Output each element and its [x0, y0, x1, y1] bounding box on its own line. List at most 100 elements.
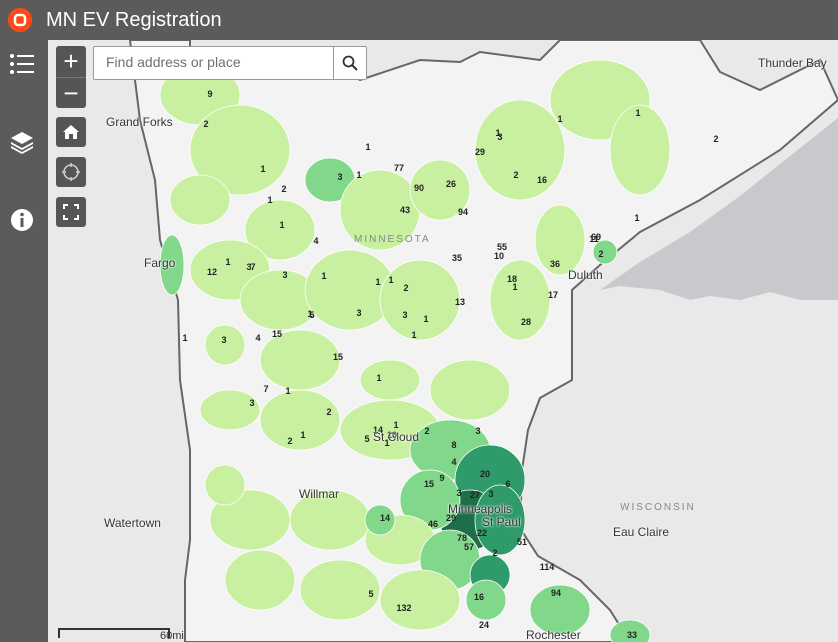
home-icon	[63, 125, 79, 139]
minnesota-outline	[128, 40, 838, 642]
locate-button[interactable]	[56, 157, 86, 187]
fullscreen-icon	[63, 204, 79, 220]
county-count-label: 3	[246, 262, 251, 272]
county-count-label: 10	[387, 430, 397, 440]
county-count-label: 3	[356, 308, 361, 318]
county-count-label: 1	[225, 257, 230, 267]
county-count-label: 1	[512, 282, 517, 292]
county-count-label: 1	[635, 108, 640, 118]
zoom-in-button[interactable]: +	[63, 46, 79, 76]
county-count-label: 114	[540, 562, 555, 572]
county-count-label: 11	[589, 234, 599, 244]
county-count-label: 69	[591, 232, 601, 242]
county-count-label: 2	[424, 426, 429, 436]
county-count-label: 3	[456, 488, 461, 498]
county-count-label: 132	[396, 603, 411, 613]
county-region	[299, 559, 381, 621]
home-button[interactable]	[56, 117, 86, 147]
county-count-label: 13	[455, 297, 465, 307]
county-count-label: 7	[263, 384, 268, 394]
county-count-label: 3	[249, 398, 254, 408]
county-region	[159, 234, 185, 296]
county-count-label: 4	[313, 236, 318, 246]
county-count-label: 2	[513, 170, 518, 180]
county-count-label: 1	[182, 333, 187, 343]
scale-bar	[58, 628, 170, 638]
county-region	[204, 324, 246, 366]
county-count-label: 3	[337, 172, 342, 182]
place-label: Minneapolis	[448, 502, 513, 516]
scale-label: 60mi	[160, 630, 184, 642]
county-count-label: 3	[282, 270, 287, 280]
county-count-label: 1	[388, 275, 393, 285]
place-label: Rochester	[526, 628, 581, 642]
county-count-label: 18	[507, 274, 517, 284]
county-region	[474, 484, 526, 556]
county-region	[429, 359, 511, 421]
county-region	[244, 199, 316, 261]
county-count-label: 3	[402, 310, 407, 320]
county-count-label: 7	[250, 262, 255, 272]
county-count-label: 8	[451, 440, 456, 450]
search-box	[93, 46, 367, 80]
county-count-label: 1	[411, 330, 416, 340]
county-count-label: 15	[424, 479, 434, 489]
county-count-label: 1	[260, 164, 265, 174]
county-count-label: 51	[517, 537, 527, 547]
county-count-label: 27	[470, 490, 480, 500]
county-count-label: 1	[375, 277, 380, 287]
county-count-label: 1	[267, 195, 272, 205]
county-count-label: 5	[368, 589, 373, 599]
county-count-label: 78	[457, 533, 467, 543]
info-icon[interactable]	[8, 206, 36, 234]
county-region	[409, 159, 471, 221]
fullscreen-button[interactable]	[56, 197, 86, 227]
county-region	[364, 504, 396, 536]
county-count-label: 2	[598, 249, 603, 259]
county-count-label: 1	[495, 128, 500, 138]
county-count-label: 3	[221, 335, 226, 345]
county-count-label: 1	[321, 271, 326, 281]
layers-icon[interactable]	[8, 128, 36, 156]
county-count-label: 1	[423, 314, 428, 324]
county-region	[465, 579, 507, 621]
county-count-label: 3	[488, 489, 493, 499]
county-count-label: 1	[279, 220, 284, 230]
list-icon[interactable]	[8, 50, 36, 78]
county-count-label: 35	[452, 253, 462, 263]
place-label: St Paul	[482, 515, 521, 529]
county-count-label: 1	[285, 386, 290, 396]
search-input[interactable]	[94, 47, 346, 77]
county-region	[199, 389, 261, 431]
county-count-label: 1	[376, 373, 381, 383]
county-count-label: 2	[287, 436, 292, 446]
county-region	[259, 389, 341, 451]
region-label-wi: WISCONSIN	[620, 502, 696, 513]
county-region	[489, 259, 551, 341]
search-button[interactable]	[333, 47, 366, 79]
county-count-label: 3	[497, 132, 502, 142]
county-count-label: 24	[479, 620, 489, 630]
app-title: MN EV Registration	[46, 8, 222, 31]
county-count-label: 3	[475, 426, 480, 436]
place-label: Watertown	[104, 516, 161, 530]
place-label: Fargo	[144, 256, 176, 270]
county-count-label: 2	[326, 407, 331, 417]
county-count-label: 57	[464, 542, 474, 552]
county-count-label: 9	[439, 473, 444, 483]
county-count-label: 46	[428, 519, 438, 529]
county-count-label: 9	[207, 89, 212, 99]
county-count-label: 1	[557, 114, 562, 124]
county-count-label: 1	[393, 420, 398, 430]
county-region	[259, 329, 341, 391]
place-label: Eau Claire	[613, 525, 670, 539]
county-count-label: 20	[480, 469, 490, 479]
app-logo-icon	[8, 8, 32, 32]
county-count-label: 1	[307, 309, 312, 319]
county-count-label: 12	[207, 267, 217, 277]
zoom-out-button[interactable]: −	[56, 77, 86, 109]
county-count-label: 16	[537, 175, 547, 185]
county-count-label: 33	[627, 630, 637, 640]
map-view[interactable]: 9 2 1 1 2 1 1 3 1 3 2 1 16 1 1 2 1 11 2 1 4 7 1 3 12 3 1 1 1 3 2 3 1 1 3 1 5…	[48, 40, 838, 642]
county-region	[169, 174, 231, 226]
